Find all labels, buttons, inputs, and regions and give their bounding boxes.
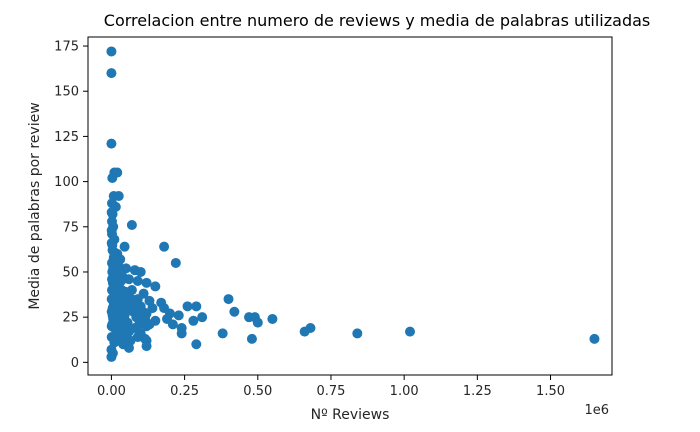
data-point <box>176 328 187 339</box>
data-point <box>188 315 199 326</box>
x-tick-label: 1.00 <box>390 384 419 399</box>
data-point <box>114 266 125 277</box>
x-tick-label: 0.00 <box>97 384 126 399</box>
data-point <box>191 301 202 312</box>
data-point <box>106 207 117 218</box>
x-axis-offset-label: 1e6 <box>584 403 609 418</box>
data-point <box>132 276 143 287</box>
data-point <box>267 313 278 324</box>
data-point <box>229 306 240 317</box>
data-point <box>352 328 363 339</box>
data-point <box>182 301 193 312</box>
data-point <box>106 332 117 343</box>
y-tick-label: 100 <box>54 175 79 190</box>
data-point <box>120 286 131 297</box>
data-point <box>135 266 146 277</box>
data-point <box>138 306 149 317</box>
x-tick-label: 0.75 <box>316 384 345 399</box>
plot-area <box>87 36 613 376</box>
x-tick-label: 1.25 <box>463 384 492 399</box>
data-point <box>123 342 134 353</box>
data-point <box>107 172 118 183</box>
data-point <box>150 281 161 292</box>
data-point <box>246 333 257 344</box>
data-point <box>141 341 152 352</box>
y-tick-label: 0 <box>71 356 79 371</box>
y-tick-label: 125 <box>54 130 79 145</box>
y-tick-label: 150 <box>54 85 79 100</box>
data-point <box>123 274 134 285</box>
data-point <box>141 277 152 288</box>
points-layer <box>106 46 600 362</box>
x-tick-label: 0.25 <box>170 384 199 399</box>
data-point <box>299 326 310 337</box>
x-tick-label: 1.50 <box>536 384 565 399</box>
data-point <box>106 294 117 305</box>
y-tick-label: 50 <box>62 265 79 280</box>
data-point <box>170 257 181 268</box>
data-point <box>141 321 152 332</box>
data-point <box>589 333 600 344</box>
data-point <box>167 319 178 330</box>
data-point <box>197 312 208 323</box>
data-point <box>106 351 117 362</box>
data-point <box>252 317 263 328</box>
y-axis-label: Media de palabras por review <box>27 102 43 309</box>
data-point <box>106 46 117 57</box>
data-point <box>106 238 117 249</box>
data-point <box>173 310 184 321</box>
data-point <box>106 138 117 149</box>
data-point <box>126 219 137 230</box>
data-point <box>191 339 202 350</box>
data-point <box>217 328 228 339</box>
data-point <box>116 276 127 287</box>
data-point <box>106 68 117 79</box>
data-point <box>223 294 234 305</box>
chart-title: Correlacion entre numero de reviews y me… <box>104 11 650 30</box>
data-point <box>159 241 170 252</box>
data-point <box>119 241 130 252</box>
data-point <box>113 191 124 202</box>
data-point <box>405 326 416 337</box>
data-point <box>106 321 117 332</box>
y-tick-label: 25 <box>62 311 79 326</box>
x-axis: 0.00 0.25 0.50 0.75 1.00 1.25 1.50 <box>97 375 565 399</box>
y-tick-label: 175 <box>54 40 79 55</box>
y-axis: 0 25 50 75 100 125 150 175 <box>54 40 88 371</box>
y-tick-label: 75 <box>62 220 79 235</box>
data-point <box>106 306 117 317</box>
data-point <box>106 225 117 236</box>
x-tick-label: 0.50 <box>243 384 272 399</box>
x-axis-label: Nº Reviews <box>311 407 390 423</box>
